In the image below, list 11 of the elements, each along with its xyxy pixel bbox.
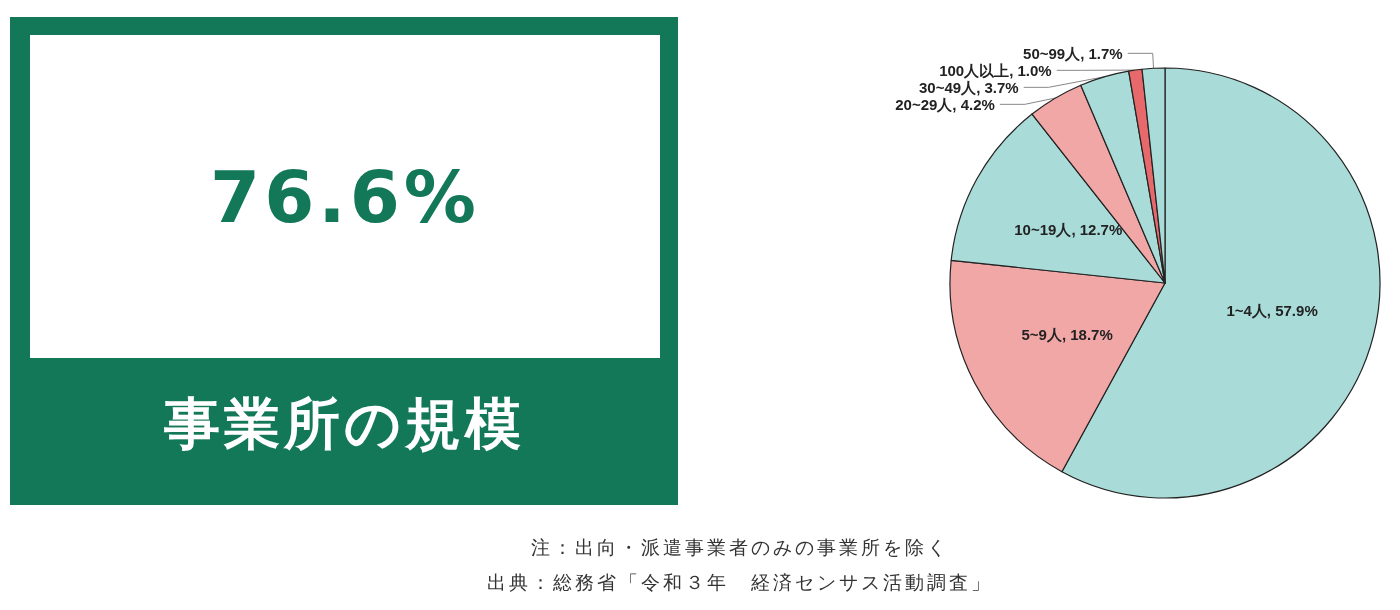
slice-label: 1~4人, 57.9%: [1226, 301, 1318, 319]
slice-label: 10~19人, 12.7%: [1014, 221, 1123, 239]
text: 事業所の規模: [162, 390, 526, 458]
slice-label: 5~9人, 18.7%: [1021, 325, 1113, 343]
source-note: 出典：総務省「令和３年 経済センサス活動調査」: [486, 570, 994, 595]
slice-label: 50~99人, 1.7%: [1023, 44, 1123, 62]
text: 76.6%: [30, 35, 660, 358]
slice-label: 20~29人, 4.2%: [895, 95, 995, 113]
slice-label: 30~49人, 3.7%: [919, 78, 1019, 96]
slice-label: 100人以上, 1.0%: [939, 61, 1052, 79]
text: 注：出向・派遣事業者のみの事業所を除く: [530, 535, 950, 560]
